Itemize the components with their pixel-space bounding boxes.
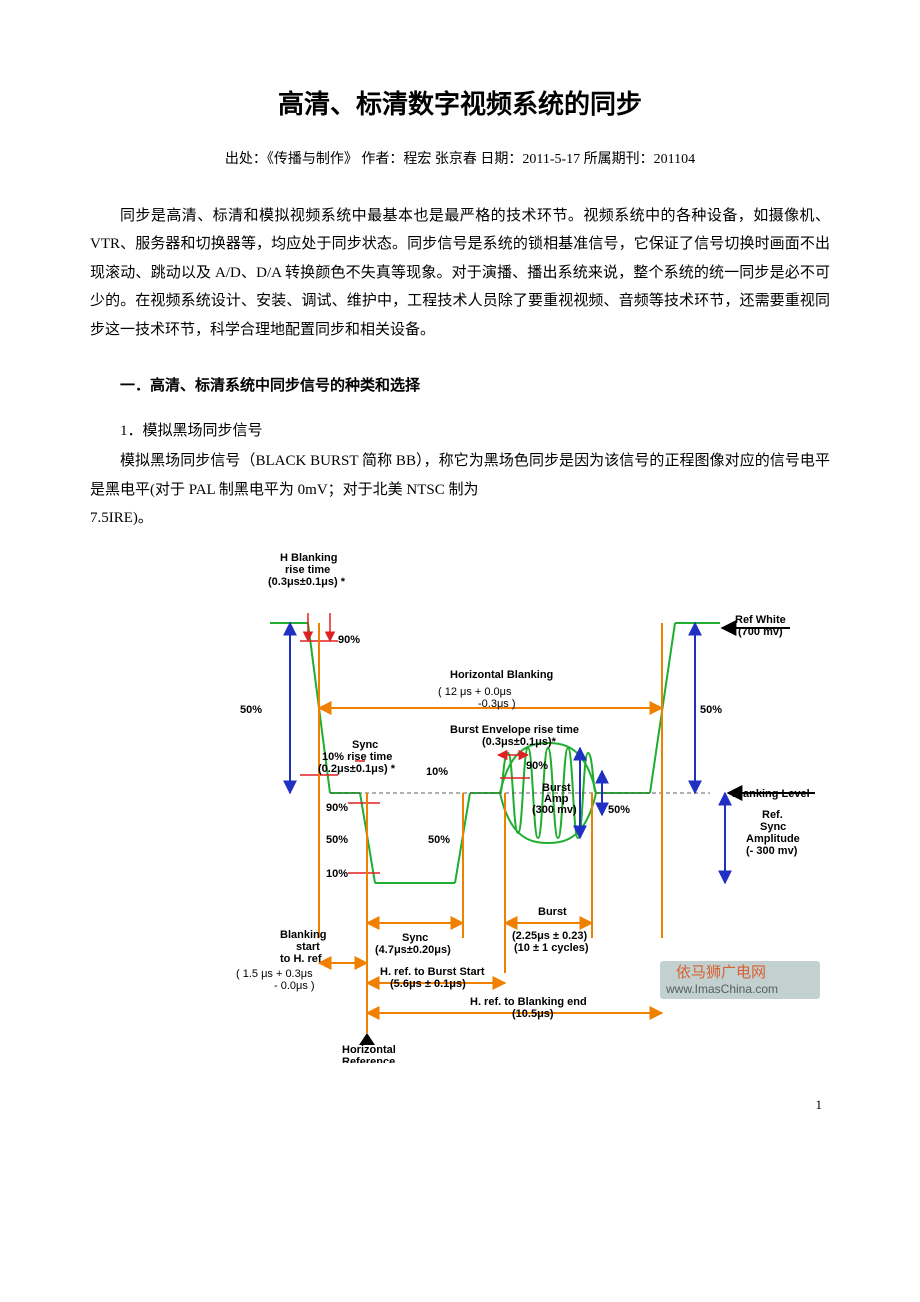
label-burst: Burst (2.25μs ± 0.23) (10 ± 1 cycles)	[512, 906, 590, 954]
watermark-text-2: www.ImasChina.com	[665, 982, 778, 996]
label-ref-white: Ref White (700 mv)	[735, 614, 789, 638]
subsection1-heading: 1．模拟黑场同步信号	[90, 417, 830, 446]
label-h-blanking: Horizontal Blanking	[450, 669, 553, 681]
label-50e: 50%	[428, 834, 450, 846]
sync-waveform-diagram: H Blanking rise time (0.3μs±0.1μs) * 90%…	[230, 543, 830, 1063]
article-meta: 出处：《传播与制作》 作者：程宏 张京春 日期：2011-5-17 所属期刊：2…	[90, 147, 830, 174]
meta-issue: 201104	[654, 152, 695, 167]
page-title: 高清、标清数字视频系统的同步	[90, 80, 830, 129]
label-h-blank-rise: H Blanking rise time (0.3μs±0.1μs) *	[268, 552, 346, 588]
meta-author-label: 作者：	[361, 152, 403, 167]
meta-date: 2011-5-17	[522, 152, 580, 167]
label-50c: 50%	[608, 804, 630, 816]
label-h-blanking-val: ( 12 μs + 0.0μs -0.3μs )	[438, 686, 516, 710]
page-number: 1	[90, 1093, 830, 1118]
label-10a: 10%	[426, 766, 448, 778]
meta-date-label: 日期：	[480, 152, 522, 167]
watermark-text-1: 依马狮广电网	[676, 964, 766, 981]
watermark: 依马狮广电网 www.ImasChina.com	[660, 961, 820, 999]
meta-source: 《传播与制作》	[267, 152, 358, 167]
label-90c: 90%	[526, 760, 548, 772]
paragraph-intro: 同步是高清、标清和模拟视频系统中最基本也是最严格的技术环节。视频系统中的各种设备…	[90, 202, 830, 345]
label-blank-start: Blanking start to H. ref	[280, 929, 330, 965]
label-burst-amp: Burst Amp (300 mv)	[532, 782, 577, 816]
subsection1-para-line2: 7.5IRE)。	[90, 504, 830, 533]
label-sync: Sync (4.7μs±0.20μs)	[375, 932, 451, 956]
meta-issue-label: 所属期刊：	[584, 152, 654, 167]
label-50b: 50%	[700, 704, 722, 716]
label-blanking-level: Blanking Level	[732, 788, 810, 800]
label-blank-start-val: ( 1.5 μs + 0.3μs - 0.0μs )	[236, 968, 316, 992]
label-ref-sync-amp: Ref. Sync Amplitude (- 300 mv)	[746, 809, 803, 857]
label-10b: 10%	[326, 868, 348, 880]
label-50a: 50%	[240, 704, 262, 716]
meta-author: 程宏 张京春	[403, 152, 477, 167]
label-90b: 90%	[326, 802, 348, 814]
label-90a: 90%	[338, 634, 360, 646]
label-href-burst: H. ref. to Burst Start (5.6μs ± 0.1μs)	[380, 966, 488, 990]
label-href-blank-end: H. ref. to Blanking end (10.5μs)	[470, 996, 590, 1020]
meta-source-label: 出处：	[225, 152, 267, 167]
label-sync-rise: Sync 10% rise time (0.2μs±0.1μs) *	[318, 739, 396, 775]
section1-heading: 一．高清、标清系统中同步信号的种类和选择	[90, 372, 830, 401]
label-50d: 50%	[326, 834, 348, 846]
label-h-ref: Horizontal Reference	[342, 1044, 399, 1063]
subsection1-para-line1: 模拟黑场同步信号（BLACK BURST 简称 BB），称它为黑场色同步是因为该…	[90, 447, 830, 504]
